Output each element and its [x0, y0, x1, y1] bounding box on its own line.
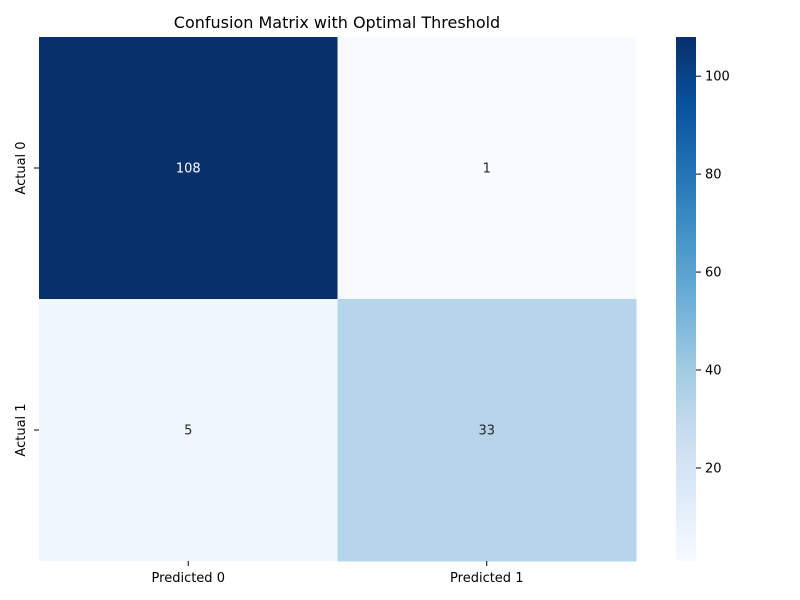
colorbar: 20 40 60 80 100 — [676, 37, 730, 561]
heatmap-cell — [337, 37, 637, 300]
colorbar-tick-label: 60 — [705, 266, 722, 281]
chart-title: Confusion Matrix with Optimal Threshold — [174, 13, 500, 32]
cell-value-label: 1 — [483, 162, 491, 177]
heatmap-cell — [39, 37, 338, 300]
cell-value-label: 108 — [176, 162, 201, 177]
y-tick-label: Actual 1 — [14, 403, 29, 456]
y-tick-label: Actual 0 — [14, 141, 29, 194]
colorbar-tick-label: 40 — [705, 364, 722, 379]
heatmap-cells — [39, 37, 637, 562]
heatmap-cell-labels: 108 1 5 33 — [176, 162, 495, 439]
colorbar-tick-label: 20 — [705, 461, 722, 476]
cell-value-label: 33 — [478, 424, 495, 439]
x-tick-label: Predicted 1 — [450, 571, 523, 586]
colorbar-tick-label: 80 — [705, 168, 722, 183]
heatmap-cell — [337, 299, 637, 562]
colorbar-ticks: 20 40 60 80 100 — [696, 70, 730, 476]
y-axis: Actual 0 Actual 1 — [14, 141, 39, 457]
colorbar-gradient — [676, 37, 696, 561]
x-axis: Predicted 0 Predicted 1 — [152, 561, 523, 586]
x-tick-label: Predicted 0 — [152, 571, 225, 586]
colorbar-tick-label: 100 — [705, 70, 730, 85]
heatmap-cell — [39, 299, 338, 562]
cell-value-label: 5 — [184, 424, 192, 439]
